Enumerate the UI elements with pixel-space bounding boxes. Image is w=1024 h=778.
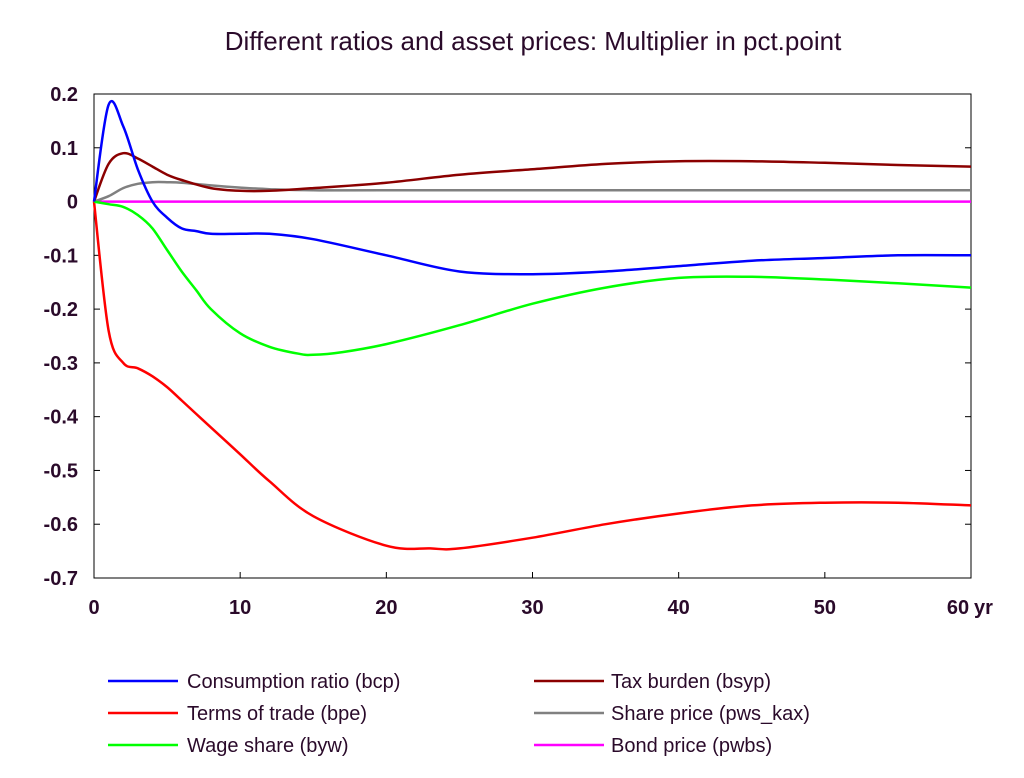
y-tick-label: 0 bbox=[67, 192, 78, 214]
y-tick-label: -0.6 bbox=[44, 514, 78, 536]
series-line-tax-burden-bsyp bbox=[92, 151, 972, 203]
legend-label-share-price-pws-kax: Share price (pws_kax) bbox=[611, 703, 810, 725]
x-tick-label: 0 bbox=[88, 597, 99, 619]
legend-label-wage-share-byw: Wage share (byw) bbox=[187, 735, 349, 757]
y-tick-label: 0.1 bbox=[50, 138, 78, 160]
x-tick-label: 40 bbox=[668, 597, 690, 619]
plot-frame bbox=[93, 93, 972, 579]
y-tick-label: -0.4 bbox=[44, 407, 79, 429]
chart-title: Different ratios and asset prices: Multi… bbox=[225, 26, 842, 56]
legend-label-tax-burden-bsyp: Tax burden (bsyp) bbox=[611, 671, 771, 693]
series-line-wage-share-byw bbox=[93, 200, 972, 357]
x-tick-label: 20 bbox=[375, 597, 397, 619]
series-lines bbox=[92, 100, 972, 551]
series-line-terms-of-trade-bpe bbox=[92, 201, 972, 551]
legend-label-bond-price-pwbs: Bond price (pwbs) bbox=[611, 735, 772, 757]
series-line-consumption-ratio-bcp bbox=[92, 100, 972, 276]
x-tick-label: 50 bbox=[814, 597, 836, 619]
series-line-share-price-pws-kax bbox=[93, 180, 971, 203]
y-axis: 0.2 0.1 0 -0.1 -0.2 -0.3 -0.4 -0.5 -0.6 -0.7 bbox=[44, 84, 971, 590]
x-tick-label: 10 bbox=[229, 597, 251, 619]
y-tick-label: -0.7 bbox=[44, 568, 78, 590]
legend: Consumption ratio (bcp) Terms of trade (b… bbox=[108, 671, 810, 757]
x-tick-label: 60 bbox=[947, 597, 969, 619]
x-tick-label: 30 bbox=[521, 597, 543, 619]
y-tick-label: -0.2 bbox=[44, 299, 78, 321]
y-tick-label: -0.5 bbox=[44, 460, 78, 482]
legend-label-terms-of-trade-bpe: Terms of trade (bpe) bbox=[187, 703, 367, 725]
y-tick-label: 0.2 bbox=[50, 84, 78, 106]
y-tick-label: -0.3 bbox=[44, 353, 78, 375]
plot-border bbox=[93, 93, 972, 579]
y-tick-label: -0.1 bbox=[44, 245, 78, 267]
x-unit-label: yr bbox=[974, 597, 993, 619]
x-axis: 0 10 20 30 40 50 60 yr bbox=[88, 572, 993, 619]
legend-label-consumption-ratio-bcp: Consumption ratio (bcp) bbox=[187, 671, 400, 693]
